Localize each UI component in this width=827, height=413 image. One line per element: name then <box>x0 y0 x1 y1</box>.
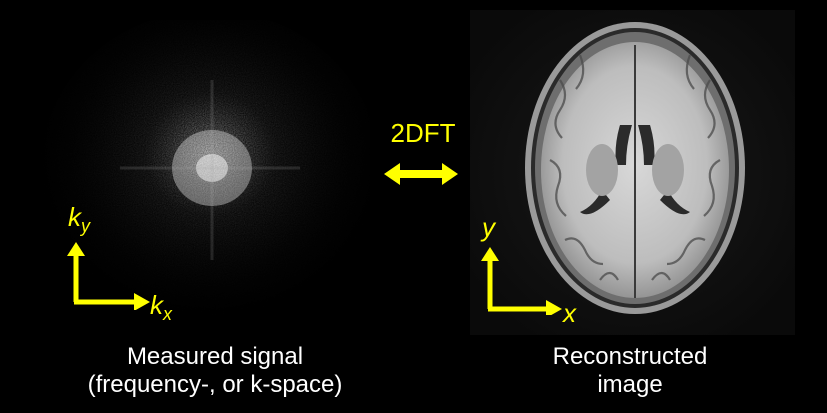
left-caption-line2: (frequency-, or k-space) <box>87 371 343 398</box>
ky-label: ky <box>68 202 90 237</box>
x-label: x <box>563 298 576 328</box>
y-label: y <box>482 212 495 242</box>
right-caption: Reconstructed image <box>480 343 780 399</box>
k-space-image <box>40 20 370 340</box>
right-caption-line2: image <box>597 371 663 398</box>
xy-axes <box>481 247 562 315</box>
brain-mri-image <box>470 10 795 335</box>
transform-label: 2DFT <box>390 118 456 148</box>
k-axes <box>67 242 150 310</box>
left-caption: Measured signal (frequency-, or k-space) <box>60 343 370 399</box>
kx-label: kx <box>150 290 172 325</box>
right-caption-line1: Reconstructed <box>552 343 708 370</box>
double-arrow-icon <box>384 163 458 185</box>
left-caption-line1: Measured signal <box>126 343 304 370</box>
